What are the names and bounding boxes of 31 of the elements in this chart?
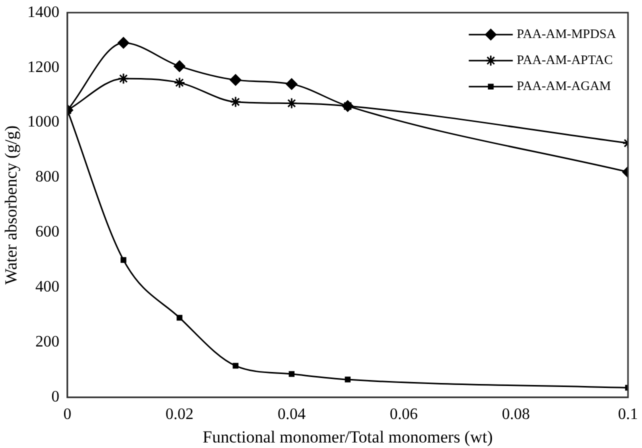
y-tick-label: 1400	[27, 4, 60, 21]
point	[118, 72, 130, 84]
legend-label: PAA-AM-MPDSA	[516, 26, 617, 42]
point	[344, 376, 351, 382]
point	[118, 37, 130, 49]
point	[230, 96, 242, 108]
x-tick-label: 0	[63, 406, 72, 424]
x-tick-label: 0.1	[618, 406, 638, 424]
y-tick-label: 600	[35, 224, 60, 241]
point	[230, 74, 242, 86]
point	[176, 314, 182, 321]
x-tick-label: 0.06	[390, 406, 418, 424]
y-tick-label: 1000	[27, 114, 60, 131]
x-tick-label: 0.02	[166, 406, 194, 424]
point	[288, 371, 295, 377]
legend-label: PAA-AM-AGAM	[516, 78, 612, 94]
y-tick-label: 200	[35, 334, 60, 351]
y-axis-title: Water absorbency (g/g)	[2, 125, 21, 285]
y-tick-label: 800	[35, 168, 60, 186]
point	[174, 60, 186, 72]
y-tick-label: 1200	[27, 58, 60, 76]
x-tick-label: 0.04	[278, 406, 306, 424]
point	[120, 257, 126, 263]
x-tick-label: 0.08	[502, 406, 530, 424]
y-tick-label: 400	[35, 278, 60, 296]
point	[174, 76, 186, 88]
point	[232, 362, 238, 369]
point	[286, 78, 298, 90]
y-tick-label: 0	[51, 388, 60, 406]
legend-label: PAA-AM-APTAC	[516, 52, 613, 68]
x-axis-title: Functional monomer/Total monomers (wt)	[202, 427, 493, 446]
